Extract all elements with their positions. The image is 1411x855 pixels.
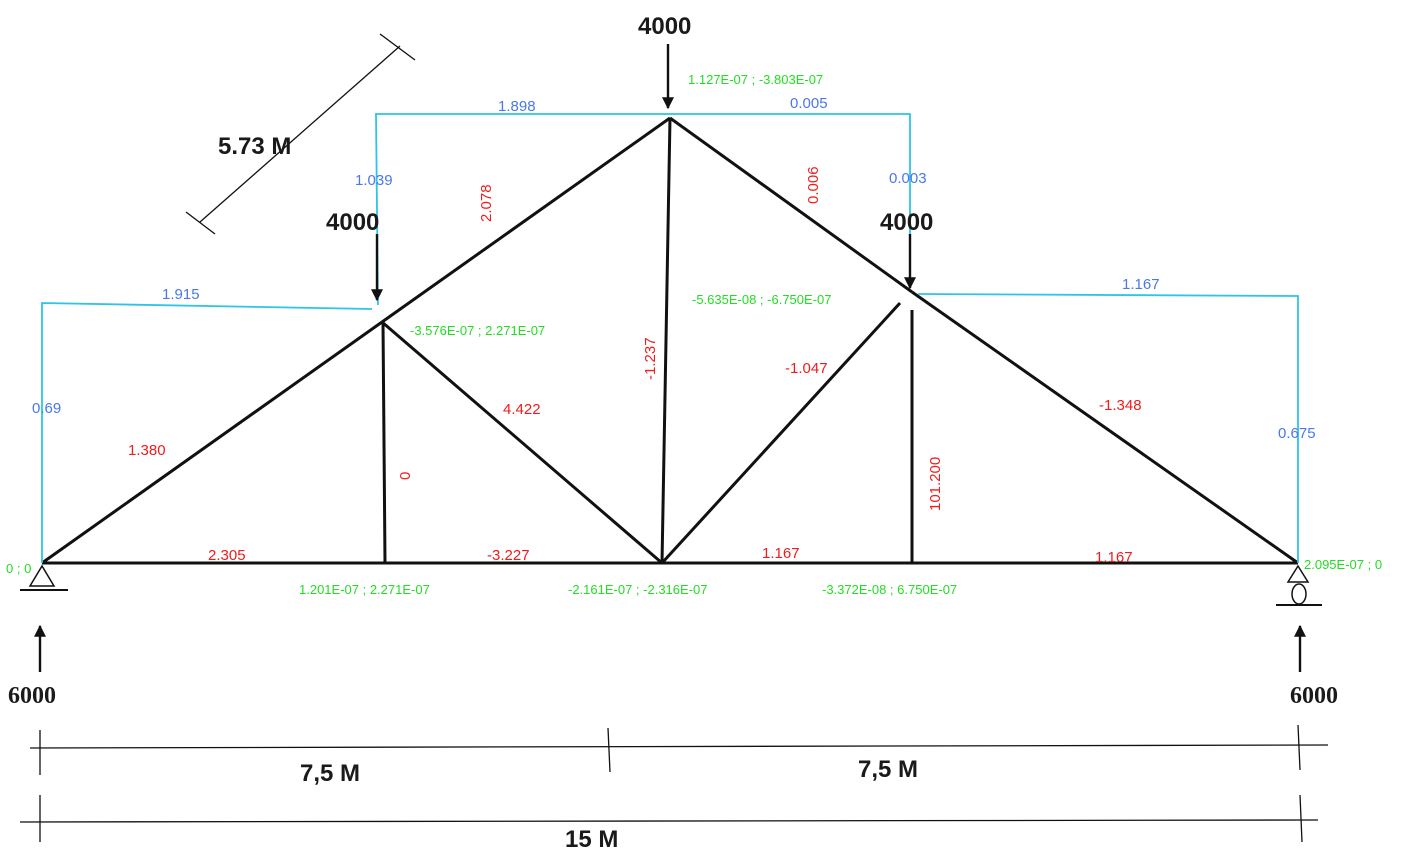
- defl-right-height: 0.675: [1278, 425, 1316, 442]
- disp-bottom-center: -2.161E-07 ; -2.316E-07: [568, 582, 707, 597]
- force-center-vertical: -1.237: [642, 337, 659, 380]
- left-reaction-label: 6000: [8, 683, 56, 709]
- pin-support-icon: [28, 564, 56, 587]
- top-guide: [375, 113, 911, 306]
- left-load-label: 4000: [326, 209, 379, 236]
- force-right-diagonal: -1.047: [785, 360, 828, 377]
- member-length-label: 5.73 M: [218, 133, 291, 160]
- force-left-upper-chord: 2.078: [478, 184, 495, 222]
- right-support: [1276, 564, 1322, 606]
- right-load-label: 4000: [880, 209, 933, 236]
- roller-wheel-icon: [1291, 583, 1307, 605]
- force-left-lower-chord: 1.380: [128, 442, 166, 459]
- span-dimensions: [19, 724, 1329, 843]
- defl-top-left-span: 1.898: [498, 98, 536, 115]
- deflection-guides: [41, 113, 1299, 563]
- right-upper-chord: [669, 116, 913, 294]
- force-right-upper-chord: 0.006: [805, 166, 822, 204]
- disp-left-node: -3.576E-07 ; 2.271E-07: [410, 323, 545, 338]
- left-guide: [41, 302, 373, 563]
- half-right-label: 7,5 M: [858, 756, 918, 783]
- right-guide: [917, 293, 1299, 563]
- defl-left-height: 0.69: [32, 400, 61, 417]
- force-center-left-bottom: -3.227: [487, 547, 530, 564]
- disp-left-support: 0 ; 0: [6, 561, 31, 576]
- force-left-bottom: 2.305: [208, 547, 246, 564]
- top-load-label: 4000: [638, 13, 691, 40]
- force-left-diagonal: 4.422: [503, 401, 541, 418]
- left-diagonal: [381, 320, 663, 565]
- left-lower-chord: [41, 320, 383, 565]
- load-arrows: [34, 44, 1306, 672]
- span-label: 15 M: [565, 826, 618, 853]
- disp-right-node: -5.635E-08 ; -6.750E-07: [692, 292, 831, 307]
- disp-bottom-left: 1.201E-07 ; 2.271E-07: [299, 582, 430, 597]
- right-diagonal: [660, 301, 902, 565]
- force-right-vertical: 101.200: [927, 457, 944, 511]
- defl-top-right-span: 0.005: [790, 95, 828, 112]
- force-right-lower-chord: -1.348: [1099, 397, 1142, 414]
- disp-right-support: 2.095E-07 ; 0: [1304, 557, 1382, 572]
- half-left-label: 7,5 M: [300, 760, 360, 787]
- left-support: [20, 564, 68, 591]
- roller-support-icon: [1286, 564, 1310, 583]
- defl-left-node-height: 1.039: [355, 172, 393, 189]
- left-upper-chord: [381, 116, 671, 324]
- force-left-vertical: 0: [397, 472, 414, 480]
- truss-members: [41, 116, 1299, 565]
- defl-right-node-height: 0.003: [889, 170, 927, 187]
- defl-left-span: 1.915: [162, 286, 200, 303]
- disp-bottom-right: -3.372E-08 ; 6.750E-07: [822, 582, 957, 597]
- center-vertical: [660, 117, 672, 564]
- force-center-right-bottom: 1.167: [762, 545, 800, 562]
- right-lower-chord: [911, 290, 1299, 565]
- disp-top-node: 1.127E-07 ; -3.803E-07: [688, 72, 823, 87]
- left-vertical: [381, 321, 387, 564]
- right-reaction-label: 6000: [1290, 683, 1338, 709]
- force-right-bottom: 1.167: [1095, 549, 1133, 566]
- member-length-dimension: [185, 33, 416, 235]
- defl-right-span: 1.167: [1122, 276, 1160, 293]
